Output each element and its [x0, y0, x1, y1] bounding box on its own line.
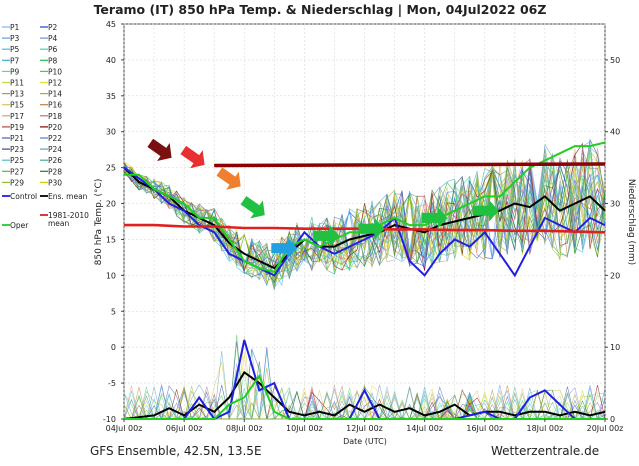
legend-label: P17	[10, 112, 24, 121]
x-tick-label: 16Jul 00z	[466, 424, 503, 433]
legend-label: P13	[10, 90, 24, 99]
x-tick-label: 20Jul 00z	[587, 424, 624, 433]
trend-arrow	[180, 145, 205, 169]
axes: -10 -5 0 5 10 15 20 25 30 35 40 45 0 10 20 30 40 50 04Jul …	[103, 20, 623, 433]
y2-tick-label: 0	[610, 415, 615, 424]
legend-label: P19	[10, 123, 24, 132]
legend-label: P5	[10, 45, 20, 54]
y-tick-label: 10	[106, 271, 116, 280]
annotations	[147, 138, 606, 260]
legend-label: P23	[10, 145, 24, 154]
legend-label: P21	[10, 134, 24, 143]
member-line	[123, 138, 606, 278]
trend-arrow	[472, 199, 499, 222]
legend-label: P25	[10, 156, 24, 165]
legend-label: P7	[10, 56, 20, 65]
legend-label: P27	[10, 167, 24, 176]
series-ens-mean	[123, 166, 606, 270]
legend-label: P24	[48, 145, 62, 154]
legend-label: P22	[48, 134, 62, 143]
y2-tick-label: 40	[610, 128, 620, 137]
x-tick-label: 12Jul 00z	[346, 424, 383, 433]
legend-label: Ens. mean	[48, 192, 88, 201]
trend-arrow	[271, 237, 298, 260]
legend-label: P16	[48, 101, 62, 110]
y-tick-label: 20	[106, 200, 116, 209]
member-line	[123, 149, 606, 279]
legend-label: P8	[48, 56, 58, 65]
legend-label: P6	[48, 45, 58, 54]
y2-tick-label: 20	[610, 271, 620, 280]
x-tick-label: 08Jul 00z	[226, 424, 263, 433]
legend-label: P29	[10, 178, 24, 187]
footer-brand: Wetterzentrale.de	[491, 444, 599, 458]
y-tick-label: 35	[106, 92, 116, 101]
y-tick-label: 0	[111, 343, 116, 352]
y-tick-label: -5	[108, 379, 116, 388]
y2-axis-label: Niederschlag (mm)	[626, 179, 636, 265]
y-tick-label: 15	[106, 235, 116, 244]
member-line	[123, 145, 606, 290]
y-tick-label: 25	[106, 164, 116, 173]
precipitation-lines	[123, 339, 606, 421]
legend-label: P4	[48, 34, 58, 43]
legend-label: P30	[48, 178, 62, 187]
member-line	[123, 159, 606, 286]
threshold-line	[214, 162, 606, 168]
x-tick-label: 14Jul 00z	[406, 424, 443, 433]
y2-tick-label: 30	[610, 200, 620, 209]
legend: P1 P2 P3 P4 P5 P6 P7 P8 P9 P10 P11 P12 P13 P14 P15 P16 P…	[2, 23, 89, 230]
legend-label: P12	[48, 79, 62, 88]
footer-source: GFS Ensemble, 42.5N, 13.5E	[90, 444, 262, 458]
legend-label: P11	[10, 79, 24, 88]
trend-arrow	[421, 206, 448, 229]
legend-label: P3	[10, 34, 20, 43]
legend-label: P26	[48, 156, 62, 165]
legend-label: 1981-2010	[48, 211, 89, 220]
y2-tick-label: 50	[610, 56, 620, 65]
trend-arrow	[240, 196, 265, 219]
y-tick-label: 45	[106, 20, 116, 29]
trend-arrow	[313, 224, 340, 247]
y-tick-label: 40	[106, 56, 116, 65]
trend-arrow	[358, 217, 385, 240]
x-tick-label: 18Jul 00z	[526, 424, 563, 433]
trend-arrow	[147, 138, 172, 162]
legend-label: P9	[10, 67, 20, 76]
legend-label: P1	[10, 23, 20, 32]
member-line	[123, 160, 606, 272]
precip-ens-mean	[123, 370, 606, 420]
legend-label: P10	[48, 67, 62, 76]
x-tick-label: 04Jul 00z	[106, 424, 143, 433]
legend-label: P18	[48, 112, 62, 121]
legend-label: P2	[48, 23, 58, 32]
legend-label: P20	[48, 123, 62, 132]
chart-title: Teramo (IT) 850 hPa Temp. & Niederschlag…	[94, 2, 547, 17]
y-tick-label: 5	[111, 307, 116, 316]
legend-label: Oper	[10, 221, 29, 230]
x-axis-label: Date (UTC)	[343, 437, 387, 446]
y-tick-label: -10	[103, 415, 116, 424]
y2-tick-label: 10	[610, 343, 620, 352]
x-tick-label: 06Jul 00z	[166, 424, 203, 433]
x-tick-label: 10Jul 00z	[286, 424, 323, 433]
legend-label: Control	[10, 192, 37, 201]
legend-label: P28	[48, 167, 62, 176]
legend-label: P14	[48, 90, 62, 99]
y-axis-label: 850 hPa Temp. (°C)	[94, 179, 104, 266]
trend-arrow	[216, 167, 241, 190]
legend-label: P15	[10, 101, 24, 110]
y-tick-label: 30	[106, 128, 116, 137]
precip-oper	[124, 373, 605, 420]
legend-label: mean	[48, 219, 70, 228]
